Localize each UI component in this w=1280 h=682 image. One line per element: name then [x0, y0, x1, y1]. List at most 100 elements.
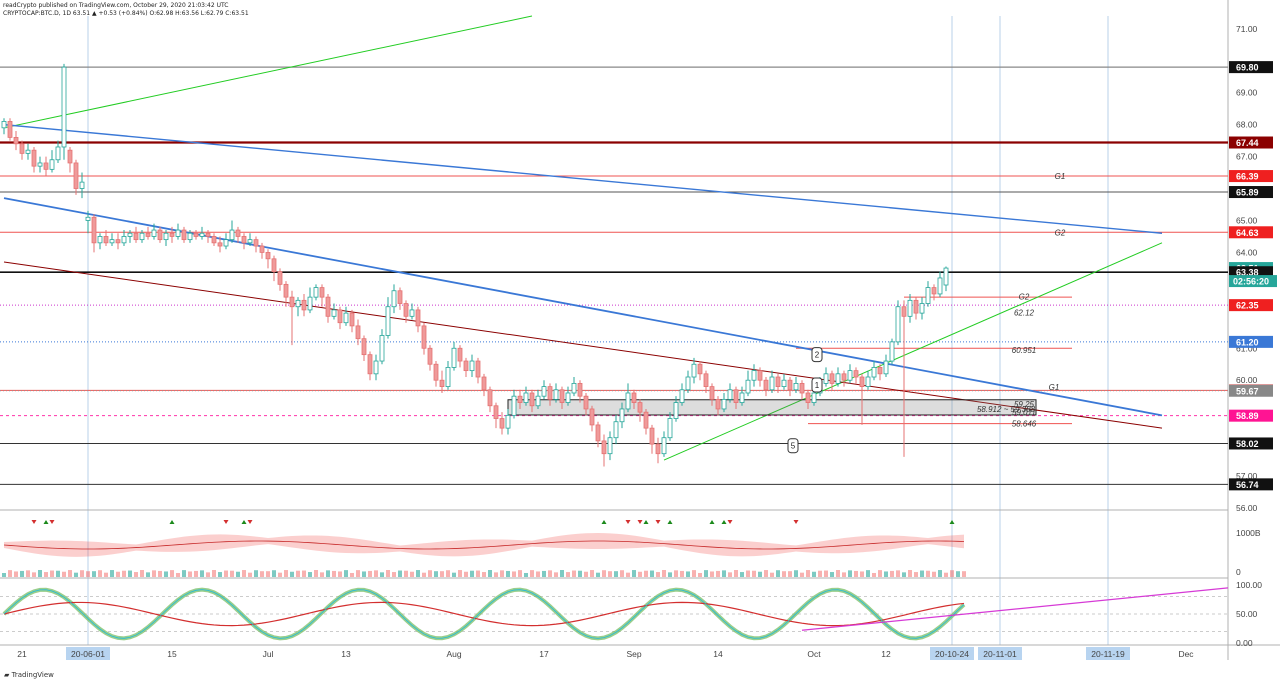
candle-body: [523, 392, 529, 403]
candle-body: [49, 159, 55, 170]
volume-bar: [650, 570, 654, 577]
price-badges: 69.8067.4466.3965.8964.6363.5163.3862.35…: [1229, 61, 1277, 491]
time-tick-label: Oct: [807, 649, 821, 659]
candle-body: [313, 287, 319, 298]
trend-line-blue-upper: [3, 123, 1163, 234]
price-badge-bg: [1229, 384, 1273, 397]
candle-body: [685, 376, 691, 391]
candle-body: [457, 347, 463, 362]
candle-body: [925, 287, 931, 304]
candle-body: [337, 309, 343, 324]
volume-bar: [488, 570, 492, 577]
candle-body: [115, 239, 121, 244]
volume-bar: [896, 570, 900, 577]
volume-bar: [602, 570, 606, 577]
signal-marker: [43, 520, 49, 524]
volume-bar: [638, 571, 642, 577]
volume-bar: [692, 570, 696, 577]
volume-bar: [146, 572, 150, 577]
volume-bar: [800, 572, 804, 577]
time-axis[interactable]: 21 20-06-01 15 Jul 13 Aug 17 Sep 14 Oct 12 20-10-24…: [17, 647, 1194, 660]
candle-body: [7, 121, 13, 138]
candle-body: [97, 236, 103, 244]
volume-bar: [710, 571, 714, 577]
candle-body: [1, 121, 7, 129]
volume-bar: [620, 570, 624, 577]
volume-bar: [164, 571, 168, 577]
volume-bar: [464, 571, 468, 577]
candle-body: [79, 181, 85, 189]
price-badge-label: 58.89: [1236, 411, 1259, 421]
signal-marker: [601, 520, 607, 524]
candle-body: [379, 335, 385, 362]
volume-bar: [140, 570, 144, 577]
volume-bar: [560, 570, 564, 577]
candle-body: [865, 376, 871, 387]
volume-bar: [806, 570, 810, 577]
candle-body: [175, 229, 181, 237]
signal-marker: [247, 520, 253, 524]
volume-bar: [644, 570, 648, 577]
price-badge-bg: [1229, 409, 1273, 422]
volume-bar: [254, 570, 258, 577]
candle-body: [823, 373, 829, 384]
candle-body: [373, 360, 379, 375]
volume-bar: [152, 570, 156, 577]
price-badge-label: 65.89: [1236, 188, 1259, 198]
date-highlight-bg: [1086, 647, 1130, 660]
time-tick-label: 20-11-19: [1091, 649, 1125, 659]
price-tick-label: 69.00: [1236, 88, 1258, 98]
volume-bar: [200, 570, 204, 577]
signal-marker: [223, 520, 229, 524]
volume-bar: [266, 571, 270, 577]
volume-bar: [302, 570, 306, 577]
volume-bar: [854, 570, 858, 577]
price-badge-label: 67.44: [1236, 138, 1259, 148]
level-annotation: G1: [1055, 172, 1066, 181]
price-badge-label: 58.02: [1236, 439, 1259, 449]
volume-bar: [332, 570, 336, 577]
volume-bar: [134, 572, 138, 577]
price-tick-label: 68.00: [1236, 120, 1258, 130]
price-badge-label: 63.38: [1236, 268, 1259, 278]
time-tick-label: Aug: [446, 649, 461, 659]
candle-body: [733, 389, 739, 403]
price-badge-bg: [1229, 437, 1273, 450]
price-axis[interactable]: 71.00 69.00 68.00 67.00 65.00 64.00 61.00 60.00…: [1236, 24, 1262, 648]
volume-bar: [92, 571, 96, 577]
candle-body: [649, 427, 655, 445]
volume-bar: [542, 570, 546, 577]
volume-bar: [14, 571, 18, 577]
volume-bar: [206, 572, 210, 577]
volume-bar: [116, 571, 120, 577]
wave-label-box: [787, 438, 799, 454]
candle-body: [37, 162, 43, 167]
candle-body: [757, 370, 763, 381]
candle-body: [421, 325, 427, 349]
candle-body: [397, 290, 403, 304]
candle-body: [901, 306, 907, 317]
candle-body: [409, 309, 415, 317]
volume-bar: [680, 570, 684, 577]
volume-bar: [224, 570, 228, 577]
signal-marker: [949, 520, 955, 524]
signal-marker: [709, 520, 715, 524]
candle-body: [127, 232, 133, 237]
candle-body: [187, 232, 193, 241]
volume-bar: [704, 570, 708, 577]
candle-body: [271, 258, 277, 272]
candle-body: [577, 383, 583, 397]
time-tick-label: 12: [881, 649, 891, 659]
oscillator-pane: [0, 587, 1229, 641]
candle-body: [859, 376, 865, 387]
volume-bar: [764, 570, 768, 577]
candle-body: [331, 309, 337, 317]
volume-bar: [944, 572, 948, 577]
volume-bar: [452, 572, 456, 577]
candle-body: [763, 379, 769, 391]
volume-bar: [878, 570, 882, 577]
volume-bar: [32, 572, 36, 577]
candle-body: [541, 386, 547, 397]
